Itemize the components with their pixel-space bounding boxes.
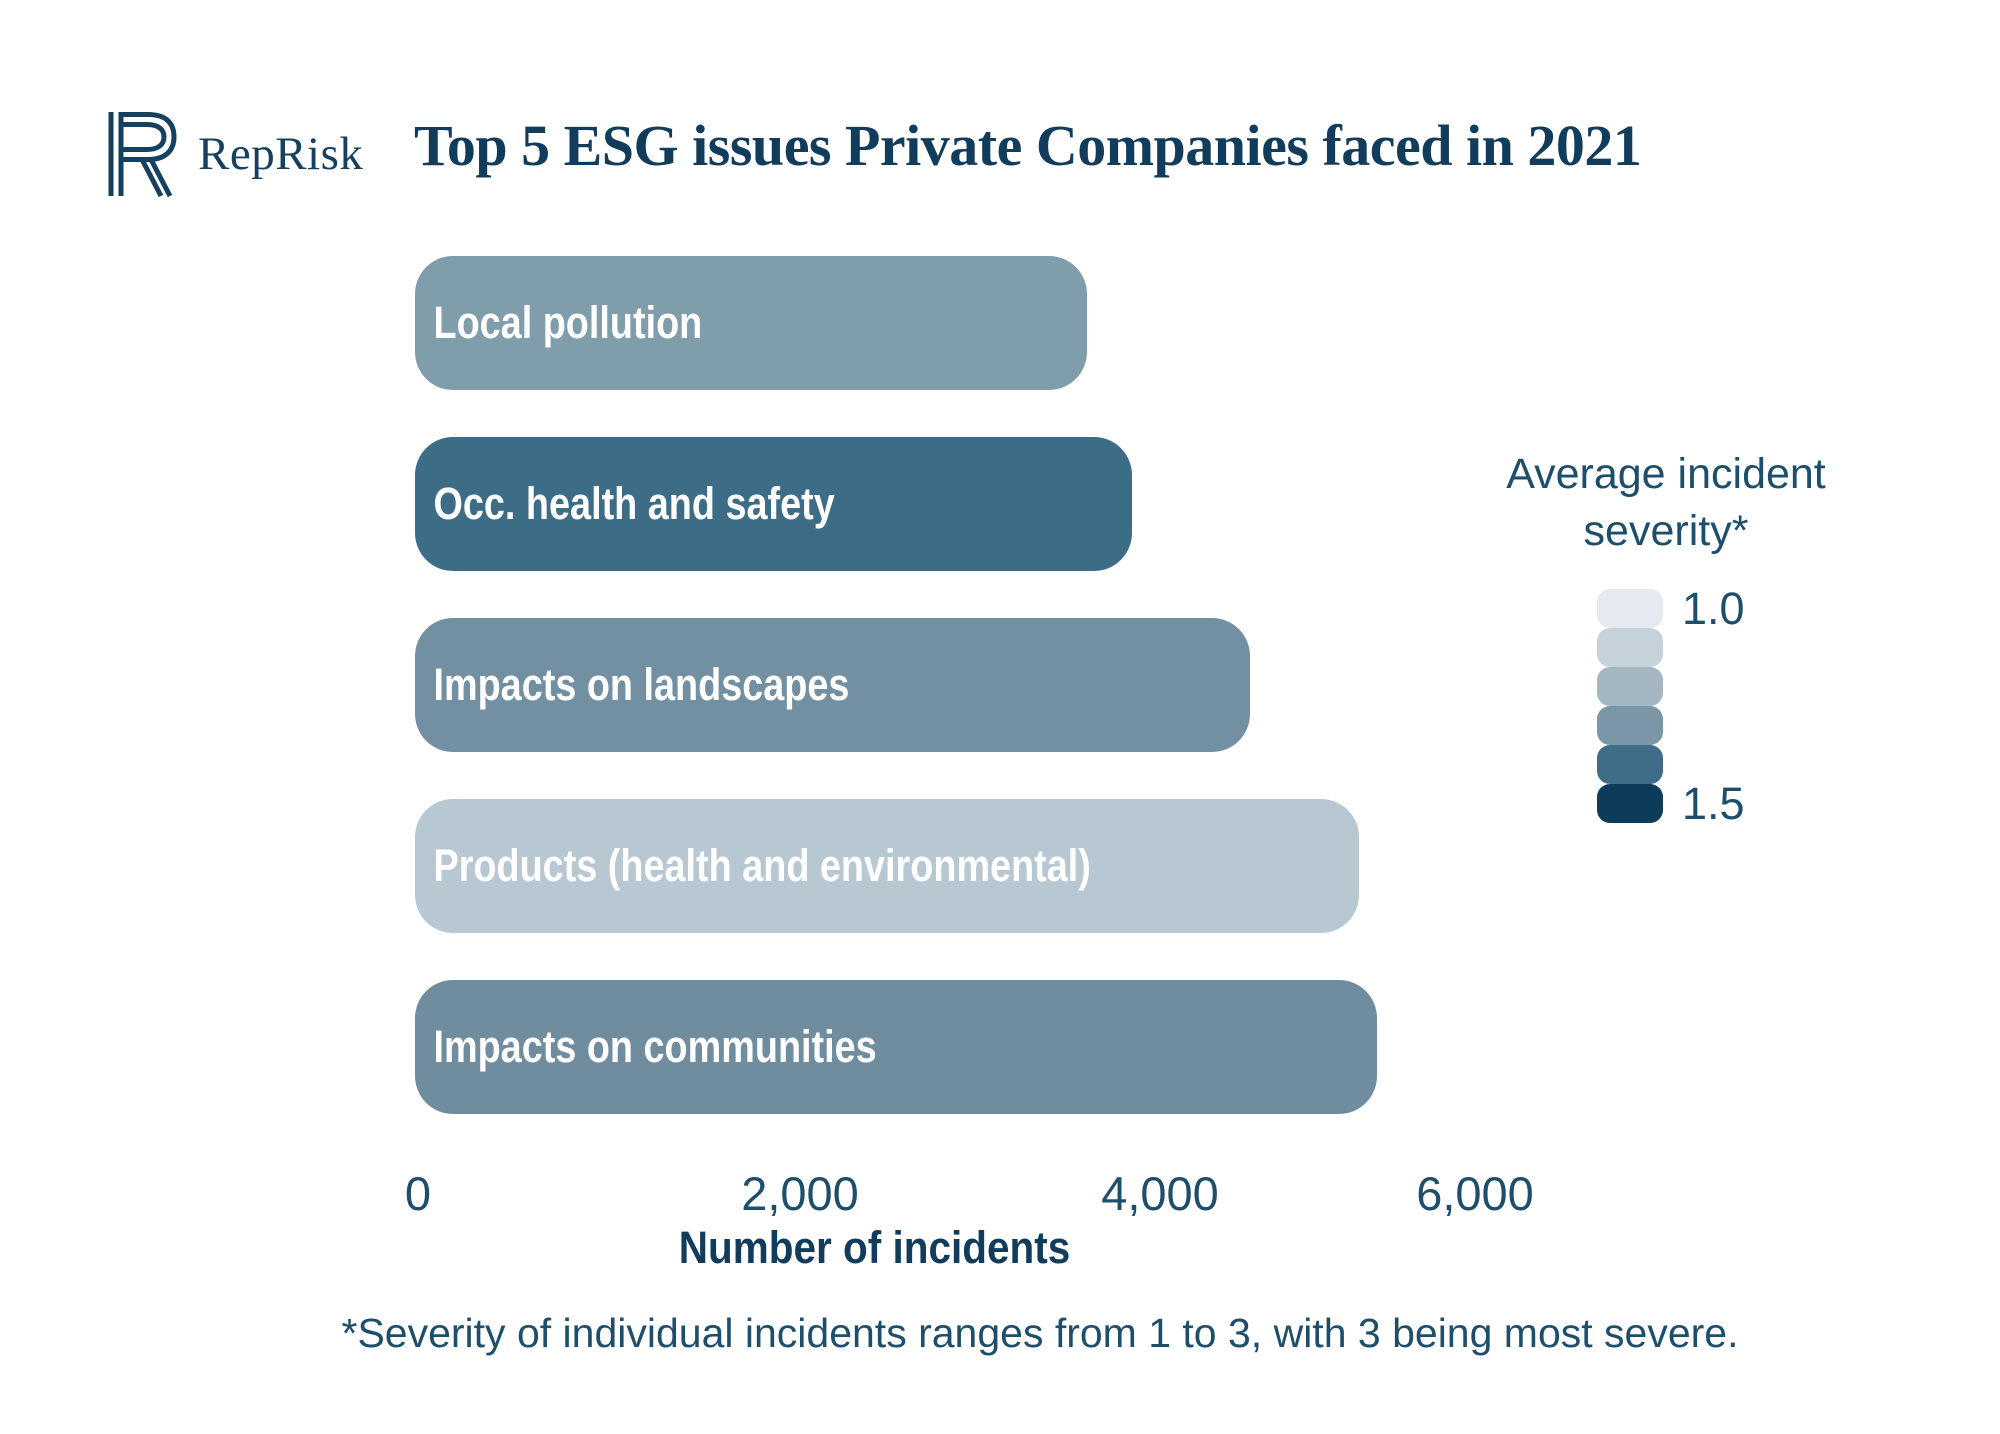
chart-title: Top 5 ESG issues Private Companies faced…	[414, 113, 1642, 178]
bar-label: Impacts on landscapes	[433, 659, 850, 710]
reprisk-logo-icon	[108, 112, 177, 198]
bar-3: Impacts on landscapes	[415, 618, 1250, 752]
x-tick-label: 0	[404, 1167, 432, 1220]
x-axis-title: Number of incidents	[679, 1222, 1071, 1273]
legend-swatch-2	[1597, 628, 1663, 667]
x-tick-label: 6,000	[1416, 1167, 1534, 1220]
x-axis-title-wrap: Number of incidents	[415, 1222, 1335, 1274]
legend-title: Average incident severity*	[1506, 450, 1826, 555]
legend-swatch-4	[1597, 706, 1663, 745]
bar-5: Impacts on communities	[415, 980, 1377, 1114]
reprisk-logo: RepRisk	[106, 110, 363, 198]
footnote: *Severity of individual incidents ranges…	[341, 1310, 1739, 1356]
bar-label: Products (health and environmental)	[433, 840, 1091, 891]
reprisk-logo-text: RepRisk	[198, 128, 364, 180]
bar-2: Occ. health and safety	[415, 437, 1132, 571]
x-tick-label: 4,000	[1101, 1167, 1219, 1220]
x-tick-label: 2,000	[741, 1167, 859, 1220]
legend-swatch-1	[1597, 589, 1663, 628]
legend-min-label: 1.0	[1682, 583, 1745, 634]
legend-swatch-3	[1597, 667, 1663, 706]
bar-1: Local pollution	[415, 256, 1087, 390]
legend-swatch-5	[1597, 745, 1663, 784]
legend-max-label: 1.5	[1682, 778, 1745, 829]
bar-label: Occ. health and safety	[433, 478, 835, 529]
bar-4: Products (health and environmental)	[415, 799, 1359, 933]
legend-swatch-stack	[1597, 589, 1663, 823]
bar-label: Impacts on communities	[433, 1021, 877, 1072]
bar-label: Local pollution	[433, 297, 703, 348]
legend-swatch-6	[1597, 784, 1663, 823]
